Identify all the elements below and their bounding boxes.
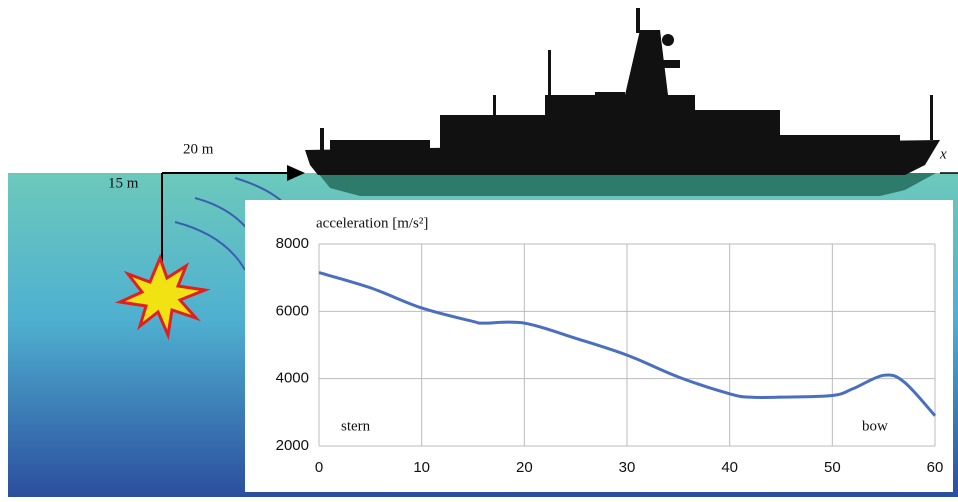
x-tick-label: 20 bbox=[516, 459, 533, 476]
annotation: 20 m bbox=[183, 141, 214, 157]
y-tick-label: 2000 bbox=[276, 437, 309, 454]
x-tick-label: 10 bbox=[413, 459, 430, 476]
y-axis-label: acceleration [m/s²] bbox=[316, 215, 428, 231]
explosion bbox=[114, 253, 211, 341]
data-line bbox=[318, 271, 937, 417]
annotation: bow bbox=[862, 418, 888, 434]
x-tick-label: 30 bbox=[619, 459, 636, 476]
y-tick-label: 4000 bbox=[276, 370, 309, 387]
ship bbox=[305, 8, 940, 175]
x-tick-label: 50 bbox=[824, 459, 841, 476]
x-tick-label: 0 bbox=[315, 459, 323, 476]
x-tick-label: 40 bbox=[721, 459, 738, 476]
y-tick-label: 6000 bbox=[276, 302, 309, 319]
ship-underwater bbox=[318, 173, 936, 196]
x-tick-label: 60 bbox=[927, 459, 944, 476]
y-tick-label: 8000 bbox=[276, 235, 309, 252]
annotation: 15 m bbox=[108, 175, 139, 191]
annotation: stern bbox=[341, 418, 371, 434]
annotation: x bbox=[939, 146, 947, 162]
